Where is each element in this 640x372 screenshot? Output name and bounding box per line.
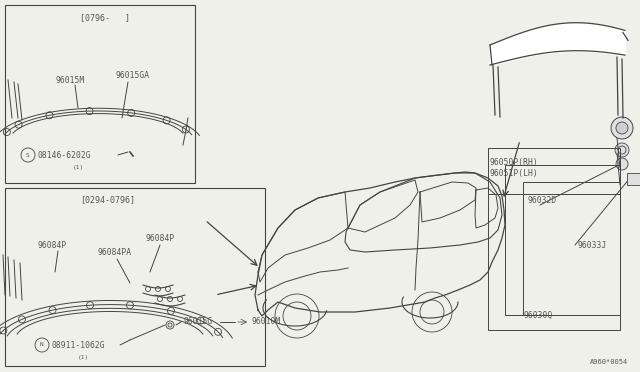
Circle shape <box>611 117 633 139</box>
FancyBboxPatch shape <box>5 5 195 183</box>
Text: 96015GA: 96015GA <box>115 71 149 80</box>
Text: 96084P: 96084P <box>38 241 67 250</box>
Text: [0796-   ]: [0796- ] <box>80 13 130 22</box>
Text: 96051P(LH): 96051P(LH) <box>490 169 539 177</box>
Circle shape <box>615 143 629 157</box>
Text: 96032D: 96032D <box>527 196 556 205</box>
FancyBboxPatch shape <box>5 188 265 366</box>
Text: (1): (1) <box>77 356 88 360</box>
Text: [0294-0796]: [0294-0796] <box>80 196 135 205</box>
Text: 96050P(RH): 96050P(RH) <box>490 157 539 167</box>
Text: 96030Q: 96030Q <box>524 311 552 320</box>
Text: 96033J: 96033J <box>577 241 606 250</box>
Text: S: S <box>26 153 30 157</box>
FancyBboxPatch shape <box>627 173 640 185</box>
Circle shape <box>616 158 628 170</box>
Text: 96084P: 96084P <box>145 234 174 243</box>
Text: 08146-6202G: 08146-6202G <box>38 151 92 160</box>
Text: 96010M: 96010M <box>252 317 281 327</box>
Text: 96015G: 96015G <box>183 317 212 327</box>
Text: (1): (1) <box>72 164 84 170</box>
Text: N: N <box>40 343 44 347</box>
Text: 96084PA: 96084PA <box>97 247 131 257</box>
Text: 96015M: 96015M <box>55 76 84 84</box>
Circle shape <box>616 122 628 134</box>
Text: 08911-1062G: 08911-1062G <box>52 340 106 350</box>
Text: A960*0054: A960*0054 <box>589 359 628 365</box>
